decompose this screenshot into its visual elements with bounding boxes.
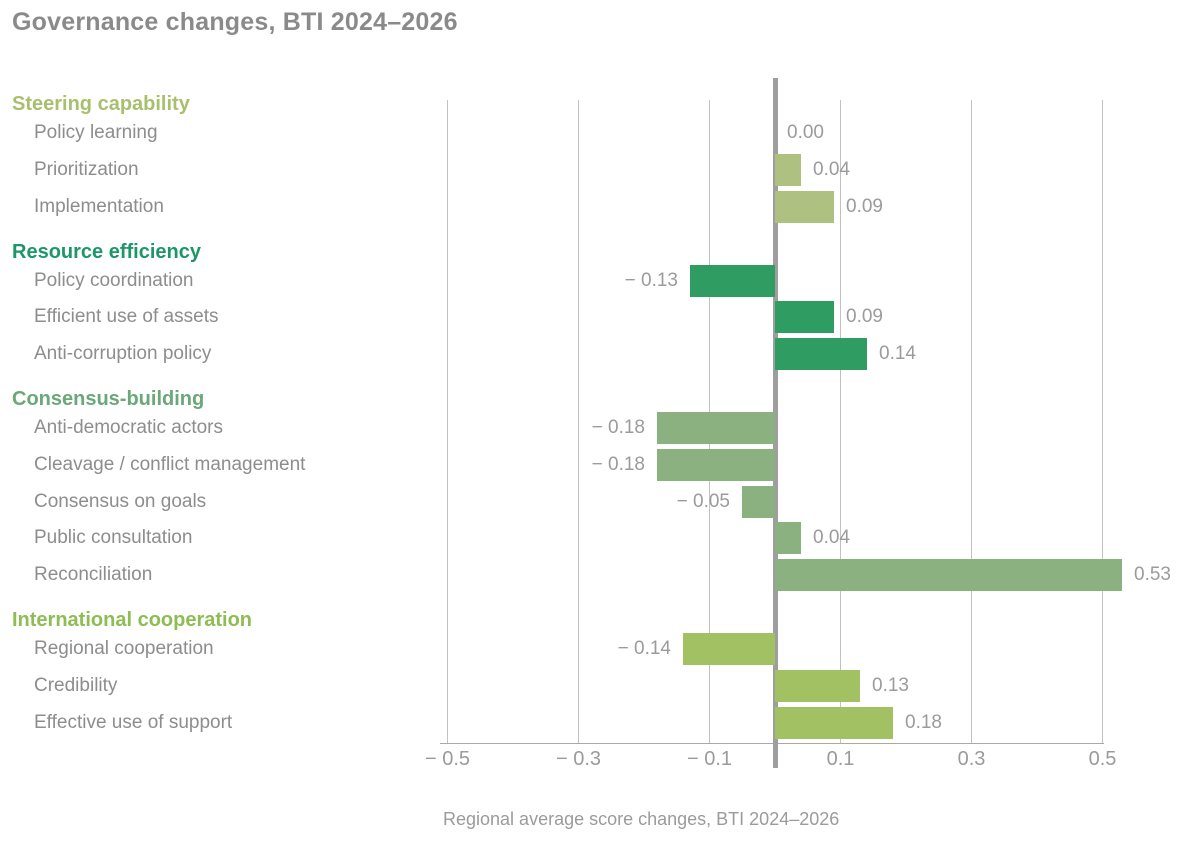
bar [775, 559, 1122, 591]
value-label: 0.04 [813, 527, 850, 549]
indicator-label: Regional cooperation [34, 638, 214, 659]
zero-baseline [772, 78, 778, 768]
gridline [1102, 100, 1103, 743]
bar [775, 338, 867, 370]
indicator-label: Reconciliation [34, 564, 153, 585]
value-label: − 0.05 [676, 490, 730, 512]
indicator-label: Policy coordination [34, 269, 194, 291]
indicator-label: Public consultation [34, 527, 193, 549]
x-axis-line [440, 743, 1104, 744]
chart-title: Governance changes, BTI 2024–2026 [12, 8, 458, 36]
indicator-label: Effective use of support [34, 711, 233, 733]
value-label: 0.04 [813, 158, 850, 180]
value-label: 0.09 [846, 306, 883, 328]
bar [775, 706, 893, 739]
gridline [840, 100, 841, 743]
indicator-label: Credibility [34, 674, 118, 696]
x-tick-label: 0.5 [1088, 748, 1117, 770]
bar [683, 633, 775, 665]
bar [657, 448, 775, 481]
indicator-label: Efficient use of assets [34, 306, 219, 328]
indicator-label: Prioritization [34, 158, 139, 180]
gridline [447, 100, 448, 743]
category-header: Steering capability [12, 93, 190, 115]
value-label: 0.00 [787, 122, 824, 143]
bar [775, 522, 801, 555]
value-label: 0.18 [905, 711, 942, 733]
x-tick-label: − 0.3 [555, 748, 602, 770]
indicator-label: Implementation [34, 195, 164, 217]
indicator-label: Consensus on goals [34, 490, 207, 512]
value-label: − 0.18 [591, 453, 645, 475]
category-header: International cooperation [12, 609, 253, 631]
indicator-label: Anti-corruption policy [34, 343, 212, 364]
bar [775, 153, 801, 186]
x-tick-label: − 0.5 [424, 748, 471, 770]
x-axis-label: Regional average score changes, BTI 2024… [443, 809, 840, 829]
x-tick-label: − 0.1 [686, 748, 733, 770]
bar [775, 190, 834, 223]
value-label: 0.13 [872, 674, 909, 696]
bar [775, 301, 834, 334]
gridline [578, 100, 579, 743]
gridline [971, 100, 972, 743]
value-label: 0.14 [879, 343, 916, 364]
x-tick-label: 0.3 [957, 748, 986, 770]
value-label: − 0.14 [617, 638, 671, 659]
value-label: − 0.13 [624, 269, 678, 291]
bar [775, 669, 860, 702]
x-tick-label: 0.1 [826, 748, 855, 770]
indicator-label: Policy learning [34, 122, 158, 143]
bar [690, 264, 775, 297]
value-label: 0.53 [1134, 564, 1171, 585]
bar [657, 412, 775, 444]
indicator-label: Anti-democratic actors [34, 417, 224, 438]
value-label: 0.09 [846, 195, 883, 217]
indicator-label: Cleavage / conflict management [34, 453, 306, 475]
category-header: Consensus-building [12, 388, 205, 410]
category-header: Resource efficiency [12, 240, 201, 263]
value-label: − 0.18 [591, 417, 645, 438]
bar [742, 485, 775, 518]
